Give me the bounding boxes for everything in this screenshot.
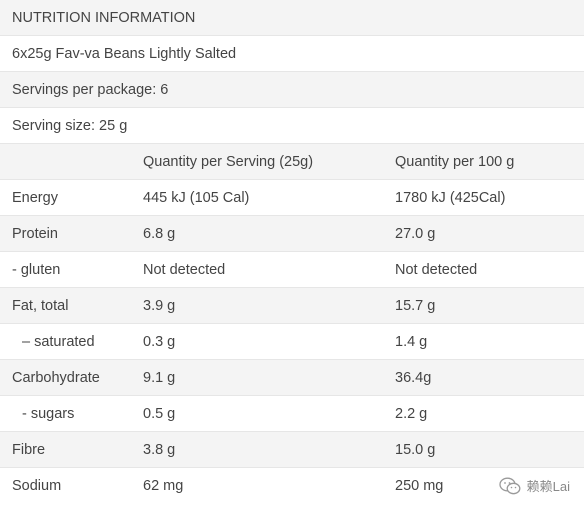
product-row: 6x25g Fav-va Beans Lightly Salted	[0, 36, 584, 72]
per-100g-value: 2.2 g	[395, 405, 428, 422]
table-row-energy: Energy 445 kJ (105 Cal) 1780 kJ (425Cal)	[0, 180, 584, 216]
servings-row: Servings per package: 6	[0, 72, 584, 108]
table-row-gluten: - gluten Not detected Not detected	[0, 252, 584, 288]
row-label: Energy	[12, 189, 58, 206]
table-row-sugars: - sugars 0.5 g 2.2 g	[0, 396, 584, 432]
per-100g-value: 250 mg	[395, 478, 444, 494]
per-100g-value: 27.0 g	[395, 225, 436, 242]
watermark-text: 赖赖Lai	[526, 479, 570, 494]
row-label: - sugars	[22, 405, 75, 422]
per-serving-value: 445 kJ (105 Cal)	[143, 189, 250, 206]
serving-size-row: Serving size: 25 g	[0, 108, 584, 144]
per-serving-value: 0.5 g	[143, 405, 176, 422]
per-serving-value: 62 mg	[143, 478, 184, 494]
table-row-fibre: Fibre 3.8 g 15.0 g	[0, 432, 584, 468]
wechat-icon	[498, 477, 521, 494]
table-row-saturated: – saturated 0.3 g 1.4 g	[0, 324, 584, 360]
nutrition-title: NUTRITION INFORMATION	[12, 9, 196, 26]
row-label: Fat, total	[12, 297, 69, 314]
per-100g-value: 1.4 g	[395, 333, 428, 350]
per-100g-value: 15.7 g	[395, 297, 436, 314]
row-label: - gluten	[12, 261, 61, 278]
table-row-fat-total: Fat, total 3.9 g 15.7 g	[0, 288, 584, 324]
nutrition-title-row: NUTRITION INFORMATION	[0, 0, 584, 36]
row-label: Protein	[12, 225, 58, 242]
column-header-per-100g: Quantity per 100 g	[395, 153, 515, 170]
table-row-carbohydrate: Carbohydrate 9.1 g 36.4g	[0, 360, 584, 396]
row-label: Carbohydrate	[12, 369, 100, 386]
per-serving-value: 3.8 g	[143, 441, 176, 458]
serving-size: Serving size: 25 g	[12, 117, 128, 134]
per-100g-value: 36.4g	[395, 369, 432, 386]
servings-per-package: Servings per package: 6	[12, 81, 169, 98]
row-label: Sodium	[12, 478, 62, 494]
watermark: 赖赖Lai	[498, 476, 570, 495]
per-100g-value: Not detected	[395, 261, 478, 278]
table-row-sodium: Sodium 62 mg 250 mg	[0, 468, 584, 504]
per-100g-value: 1780 kJ (425Cal)	[395, 189, 506, 206]
column-header-per-serving: Quantity per Serving (25g)	[143, 153, 314, 170]
table-header-row: Quantity per Serving (25g) Quantity per …	[0, 144, 584, 180]
per-serving-value: Not detected	[143, 261, 226, 278]
row-label: Fibre	[12, 441, 46, 458]
per-serving-value: 0.3 g	[143, 333, 176, 350]
per-serving-value: 6.8 g	[143, 225, 176, 242]
per-100g-value: 15.0 g	[395, 441, 436, 458]
table-row-protein: Protein 6.8 g 27.0 g	[0, 216, 584, 252]
product-name: 6x25g Fav-va Beans Lightly Salted	[12, 45, 237, 62]
row-label: – saturated	[22, 333, 95, 350]
per-serving-value: 9.1 g	[143, 369, 176, 386]
per-serving-value: 3.9 g	[143, 297, 176, 314]
